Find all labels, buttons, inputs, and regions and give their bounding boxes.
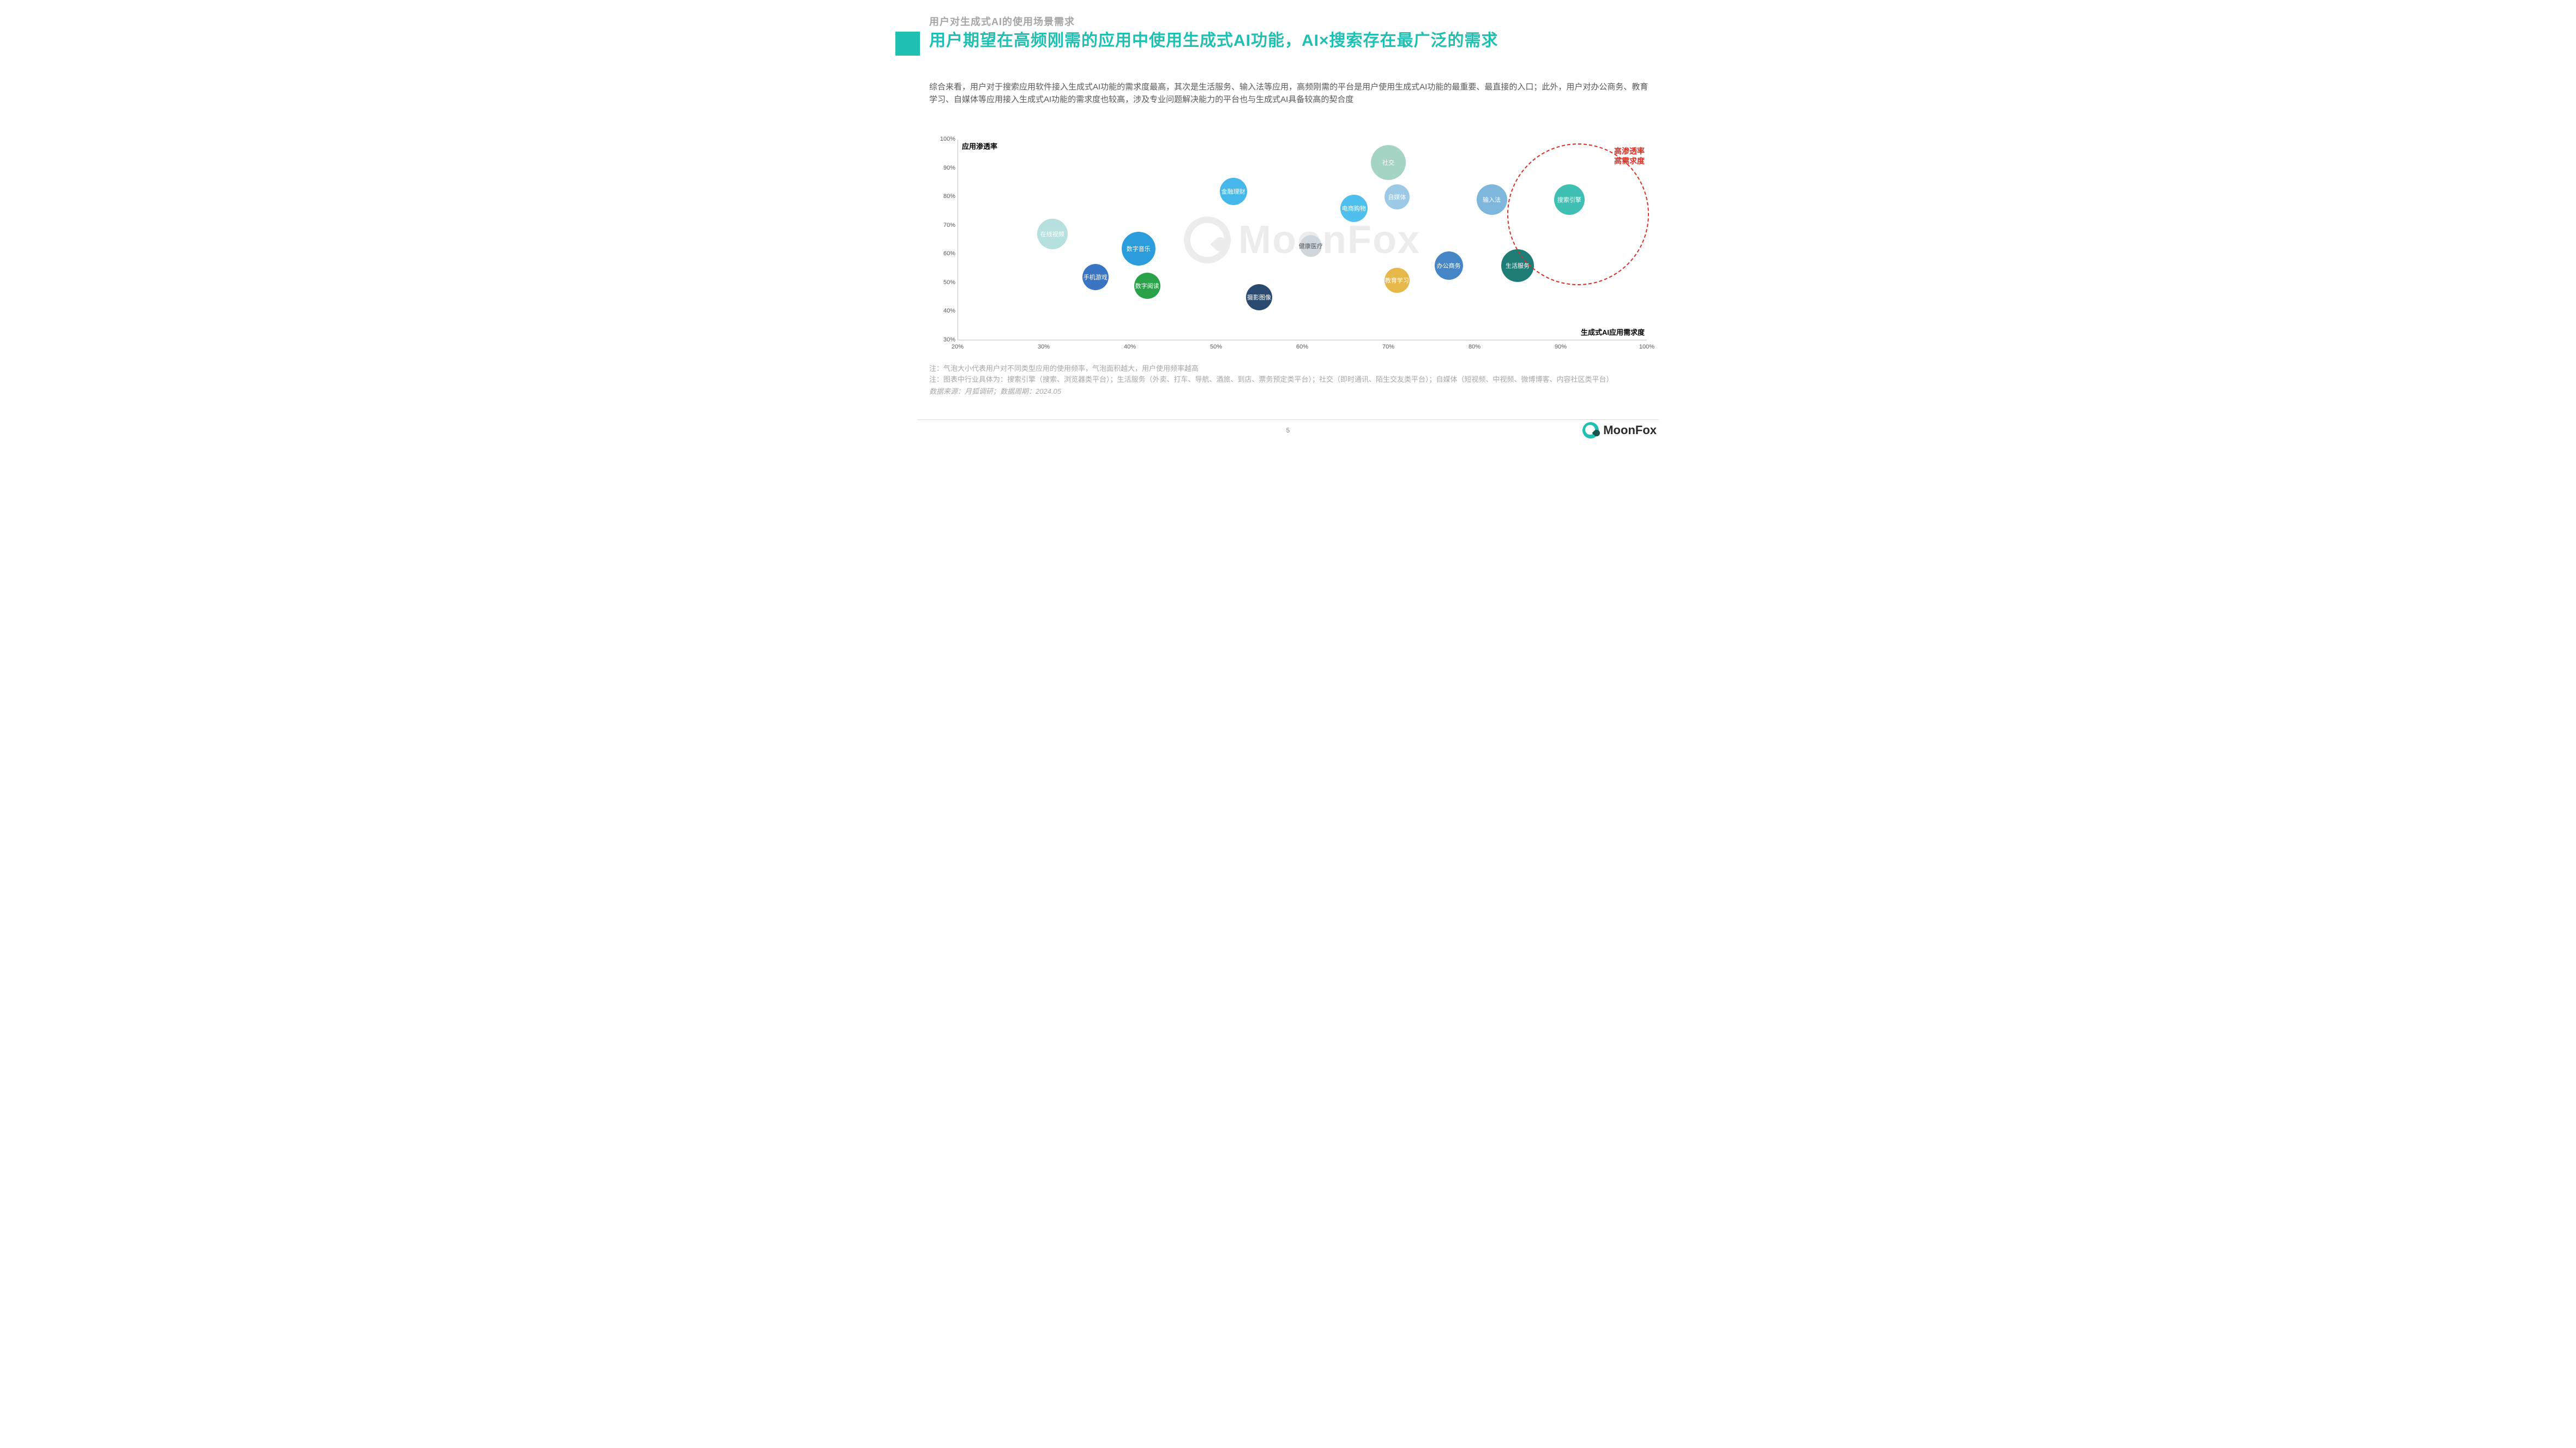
x-tick-label: 100% [1639, 344, 1654, 350]
page-number: 5 [1286, 426, 1290, 434]
y-tick-label: 30% [938, 337, 955, 343]
divider [917, 419, 1659, 420]
bubble-摄影图像: 摄影图像 [1246, 284, 1272, 310]
note-2: 注：图表中行业具体为：搜索引擎（搜索、浏览器类平台）；生活服务（外卖、打车、导航… [929, 374, 1648, 385]
brand-logo: MoonFox [1582, 422, 1657, 438]
y-tick-label: 80% [938, 193, 955, 200]
x-tick-label: 30% [1038, 344, 1050, 350]
x-tick-label: 90% [1555, 344, 1567, 350]
y-tick-label: 100% [938, 136, 955, 142]
bubble-社交: 社交 [1371, 145, 1406, 180]
note-1: 注：气泡大小代表用户对不同类型应用的使用频率，气泡面积越大，用户使用频率越高 [929, 363, 1648, 374]
section-label: 用户对生成式AI的使用场景需求 [929, 14, 1075, 28]
body-text: 综合来看，用户对于搜索应用软件接入生成式AI功能的需求度最高，其次是生活服务、输… [929, 81, 1653, 106]
bubble-健康医疗: 健康医疗 [1300, 235, 1322, 257]
x-tick-label: 40% [1124, 344, 1136, 350]
bubble-自媒体: 自媒体 [1385, 184, 1410, 209]
y-tick-label: 70% [938, 222, 955, 229]
accent-bar [895, 32, 920, 56]
notes: 注：气泡大小代表用户对不同类型应用的使用频率，气泡面积越大，用户使用频率越高 注… [929, 363, 1648, 397]
y-tick-label: 40% [938, 308, 955, 314]
slide: 用户对生成式AI的使用场景需求 用户期望在高频刚需的应用中使用生成式AI功能，A… [895, 0, 1681, 442]
bubble-输入法: 输入法 [1477, 184, 1507, 215]
x-tick-label: 60% [1296, 344, 1308, 350]
bubble-手机游戏: 手机游戏 [1082, 264, 1109, 290]
logo-text: MoonFox [1603, 423, 1657, 437]
x-tick-label: 20% [952, 344, 964, 350]
x-tick-label: 50% [1210, 344, 1222, 350]
highlight-label: 高渗透率高需求度 [1614, 146, 1645, 166]
watermark-text: MoonFox [1238, 218, 1421, 262]
headline: 用户期望在高频刚需的应用中使用生成式AI功能，AI×搜索存在最广泛的需求 [929, 30, 1659, 52]
x-tick-label: 70% [1382, 344, 1394, 350]
bubble-在线视频: 在线视频 [1037, 219, 1068, 249]
x-axis-title: 生成式AI应用需求度 [1581, 327, 1645, 337]
bubble-金融理财: 金融理财 [1220, 178, 1247, 205]
bubble-数字音乐: 数字音乐 [1122, 232, 1155, 266]
bubble-办公商务: 办公商务 [1435, 251, 1463, 280]
data-source: 数据来源：月狐调研；数据周期：2024.05 [929, 386, 1648, 397]
y-tick-label: 50% [938, 279, 955, 286]
bubble-数字阅读: 数字阅读 [1134, 273, 1160, 299]
y-tick-label: 90% [938, 165, 955, 171]
bubble-chart: 应用渗透率 MoonFox 在线视频手机游戏数字音乐数字阅读金融理财摄影图像健康… [938, 135, 1647, 353]
y-tick-label: 60% [938, 250, 955, 257]
plot-area: MoonFox 在线视频手机游戏数字音乐数字阅读 金融理财摄影图像 健康医疗电商购物… [958, 140, 1647, 340]
bubble-电商购物: 电商购物 [1340, 195, 1368, 222]
x-tick-label: 80% [1468, 344, 1480, 350]
logo-icon [1582, 422, 1599, 438]
watermark-icon [1184, 217, 1231, 263]
bubble-教育学习: 教育学习 [1385, 268, 1410, 293]
